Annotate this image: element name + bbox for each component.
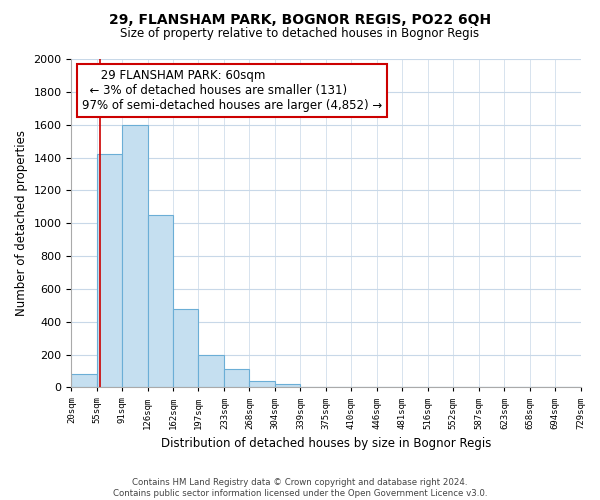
Bar [275,384,301,388]
Text: Contains HM Land Registry data © Crown copyright and database right 2024.
Contai: Contains HM Land Registry data © Crown c… [113,478,487,498]
Bar [224,370,250,388]
Bar [97,154,122,388]
Y-axis label: Number of detached properties: Number of detached properties [15,130,28,316]
Bar [199,354,224,388]
Bar [71,374,97,388]
Bar [122,124,148,388]
Bar [173,308,199,388]
Text: Size of property relative to detached houses in Bognor Regis: Size of property relative to detached ho… [121,28,479,40]
Bar [250,381,275,388]
Bar [148,215,173,388]
Text: 29, FLANSHAM PARK, BOGNOR REGIS, PO22 6QH: 29, FLANSHAM PARK, BOGNOR REGIS, PO22 6Q… [109,12,491,26]
Text: 29 FLANSHAM PARK: 60sqm
  ← 3% of detached houses are smaller (131)
97% of semi-: 29 FLANSHAM PARK: 60sqm ← 3% of detached… [82,69,382,112]
X-axis label: Distribution of detached houses by size in Bognor Regis: Distribution of detached houses by size … [161,437,491,450]
